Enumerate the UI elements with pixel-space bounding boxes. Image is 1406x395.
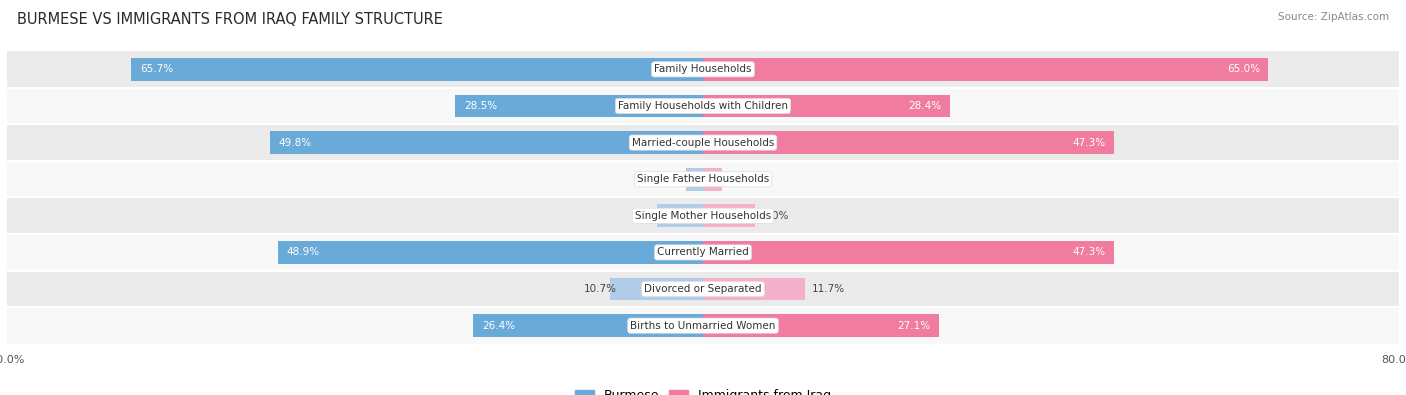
Bar	[703, 95, 950, 117]
Bar	[7, 88, 1399, 124]
Text: 2.2%: 2.2%	[730, 174, 755, 184]
Bar	[270, 131, 703, 154]
Text: 65.7%: 65.7%	[141, 64, 173, 74]
Bar	[7, 198, 1399, 234]
Text: 47.3%: 47.3%	[1073, 137, 1105, 148]
Bar	[703, 278, 804, 300]
Text: 10.7%: 10.7%	[583, 284, 617, 294]
Bar	[703, 58, 1268, 81]
Text: Births to Unmarried Women: Births to Unmarried Women	[630, 321, 776, 331]
Bar	[703, 168, 723, 190]
Bar	[7, 234, 1399, 271]
Legend: Burmese, Immigrants from Iraq: Burmese, Immigrants from Iraq	[569, 384, 837, 395]
Text: Divorced or Separated: Divorced or Separated	[644, 284, 762, 294]
Text: 27.1%: 27.1%	[897, 321, 929, 331]
Text: Married-couple Households: Married-couple Households	[631, 137, 775, 148]
Bar	[456, 95, 703, 117]
Bar	[7, 161, 1399, 198]
Text: Currently Married: Currently Married	[657, 247, 749, 258]
Text: Source: ZipAtlas.com: Source: ZipAtlas.com	[1278, 12, 1389, 22]
Bar	[657, 205, 703, 227]
Text: Family Households with Children: Family Households with Children	[619, 101, 787, 111]
Bar	[7, 271, 1399, 307]
Text: 6.0%: 6.0%	[762, 211, 789, 221]
Text: 49.8%: 49.8%	[278, 137, 312, 148]
Text: 26.4%: 26.4%	[482, 321, 515, 331]
Text: 65.0%: 65.0%	[1227, 64, 1260, 74]
Text: Single Father Households: Single Father Households	[637, 174, 769, 184]
Text: BURMESE VS IMMIGRANTS FROM IRAQ FAMILY STRUCTURE: BURMESE VS IMMIGRANTS FROM IRAQ FAMILY S…	[17, 12, 443, 27]
Text: 28.5%: 28.5%	[464, 101, 496, 111]
Text: 28.4%: 28.4%	[908, 101, 942, 111]
Text: 48.9%: 48.9%	[287, 247, 319, 258]
Bar	[7, 51, 1399, 88]
Bar	[703, 131, 1115, 154]
Bar	[686, 168, 703, 190]
Text: 5.3%: 5.3%	[637, 211, 664, 221]
Text: 11.7%: 11.7%	[811, 284, 845, 294]
Text: Family Households: Family Households	[654, 64, 752, 74]
Bar	[7, 307, 1399, 344]
Bar	[277, 241, 703, 264]
Text: 47.3%: 47.3%	[1073, 247, 1105, 258]
Bar	[610, 278, 703, 300]
Bar	[703, 205, 755, 227]
Bar	[131, 58, 703, 81]
Bar	[474, 314, 703, 337]
Bar	[7, 124, 1399, 161]
Text: 2.0%: 2.0%	[666, 174, 693, 184]
Bar	[703, 314, 939, 337]
Text: Single Mother Households: Single Mother Households	[636, 211, 770, 221]
Bar	[703, 241, 1115, 264]
